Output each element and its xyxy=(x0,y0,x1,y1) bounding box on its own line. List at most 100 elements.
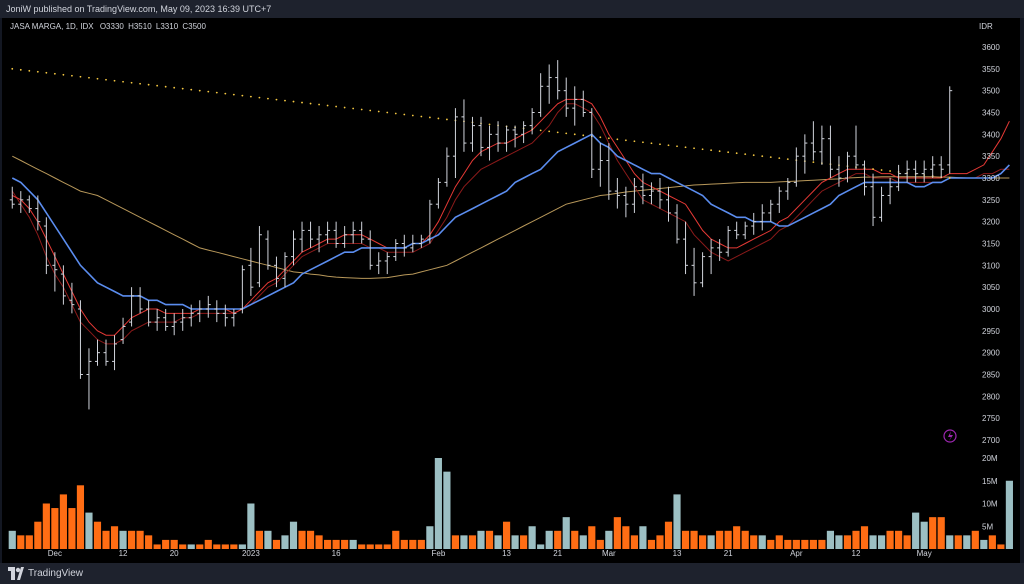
volume-bar xyxy=(545,530,553,549)
ma-dot xyxy=(292,100,295,103)
ma-dot xyxy=(710,149,713,152)
price-tick: 2850 xyxy=(982,371,1000,380)
volume-bar xyxy=(485,530,494,549)
ma-dot xyxy=(113,79,116,82)
ma-dot xyxy=(880,169,883,171)
volume-bar xyxy=(153,544,161,549)
ma-dot xyxy=(624,139,627,142)
price-bars xyxy=(9,60,953,410)
ohlc-bar xyxy=(759,204,765,231)
ohlc-bar xyxy=(222,304,228,327)
ma-dot xyxy=(693,147,695,150)
ma-dot xyxy=(241,94,244,97)
ohlc-bar xyxy=(504,125,510,152)
ma-dot xyxy=(744,153,747,156)
ohlc-bar xyxy=(887,178,893,205)
ma-dot xyxy=(130,81,133,84)
ma-dot xyxy=(309,102,312,105)
ohlc-bar xyxy=(9,186,15,209)
volume-bar xyxy=(767,539,775,549)
price-tick: 3550 xyxy=(982,65,1000,74)
volume-bar xyxy=(579,535,587,549)
lightning-icon[interactable] xyxy=(943,429,957,443)
ohlc-bar xyxy=(239,265,245,314)
tradingview-brand: TradingView xyxy=(28,568,84,579)
ohlc-bar xyxy=(452,108,458,178)
ma-dot xyxy=(352,107,355,110)
ohlc-bar xyxy=(665,186,671,222)
time-tick: 21 xyxy=(724,549,733,558)
volume-bar xyxy=(468,535,477,549)
ma-dot xyxy=(633,140,636,143)
volume-bar xyxy=(51,508,59,549)
ohlc-bar xyxy=(921,160,927,183)
time-tick: 16 xyxy=(332,549,341,558)
ma-dot xyxy=(616,138,619,141)
ma-line-tan xyxy=(12,155,1010,279)
ma-dot xyxy=(812,161,815,164)
ohlc-bar xyxy=(188,304,194,327)
ma-dot xyxy=(607,137,610,140)
chart-panel[interactable]: 3600 3550 3500 3450 3400 3350 3300 3250 3200 3150… xyxy=(2,18,1020,563)
time-tick: 20 xyxy=(170,549,179,558)
ohlc-bar xyxy=(325,221,331,244)
volume-bar xyxy=(187,544,195,549)
volume-bar xyxy=(221,544,229,549)
volume-bar xyxy=(196,544,204,549)
ma-line-red xyxy=(12,98,1010,336)
volume-bar xyxy=(443,471,451,549)
ma-dot xyxy=(642,141,644,144)
ohlc-bar xyxy=(154,309,160,331)
ohlc-bar xyxy=(844,151,850,183)
ohlc-bar xyxy=(35,195,41,231)
volume-bar xyxy=(937,517,945,549)
ohlc-bar xyxy=(86,348,92,410)
currency-label: IDR xyxy=(979,22,993,31)
ma-dot xyxy=(386,111,389,114)
ohlc-bar xyxy=(273,256,279,288)
time-tick: Apr xyxy=(790,549,803,558)
volume-bar xyxy=(954,535,962,549)
ohlc-bar xyxy=(819,125,825,165)
ma-dot xyxy=(778,157,781,160)
volume-tick: 20M xyxy=(982,454,998,463)
volume-bar xyxy=(110,526,119,549)
price-tick: 2800 xyxy=(982,392,1000,401)
ohlc-bar xyxy=(60,265,66,305)
ohlc-bar xyxy=(700,252,706,288)
price-tick: 3600 xyxy=(982,43,1000,52)
ohlc-bar xyxy=(802,134,808,174)
ma-dot xyxy=(284,99,286,102)
volume-bar xyxy=(528,526,536,549)
ohlc-bar xyxy=(563,77,569,117)
ohlc-bar xyxy=(512,125,518,148)
ma-dot xyxy=(19,68,22,71)
ma-dot xyxy=(582,134,585,137)
volume-bar xyxy=(835,535,843,549)
ohlc-bar xyxy=(623,186,629,218)
ma-dot xyxy=(369,109,372,112)
ohlc-bar xyxy=(836,156,842,187)
volume-pane xyxy=(8,458,1013,549)
ohlc-chart[interactable]: 3600 3550 3500 3450 3400 3350 3300 3250 3200 3150… xyxy=(2,18,1020,563)
ma-dot xyxy=(565,132,568,135)
ohlc-bar xyxy=(94,339,100,366)
ohlc-bar xyxy=(768,199,774,222)
volume-bar xyxy=(25,535,33,549)
volume-bar xyxy=(383,544,391,549)
ohlc-bar xyxy=(308,221,314,248)
volume-bar xyxy=(903,535,911,549)
volume-bar xyxy=(204,539,212,549)
ohlc-bar xyxy=(410,234,416,253)
price-tick: 2700 xyxy=(982,436,1000,445)
ohlc-bar xyxy=(546,64,552,104)
ohlc-bar xyxy=(896,164,902,192)
ohlc-bar xyxy=(401,234,407,257)
ohlc-bar xyxy=(529,108,535,135)
volume-bar xyxy=(596,539,604,549)
ma-dot xyxy=(488,123,491,126)
ma-dot xyxy=(267,97,269,100)
volume-bar xyxy=(707,535,715,549)
volume-bar xyxy=(690,530,698,549)
ohlc-bar xyxy=(384,252,390,275)
